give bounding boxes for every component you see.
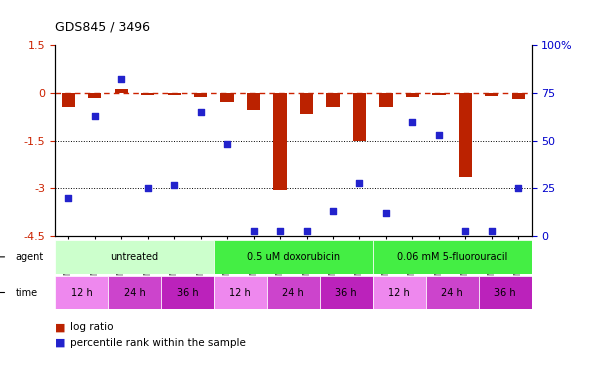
Text: time: time [15, 288, 37, 297]
Bar [55, 240, 214, 274]
Text: 36 h: 36 h [494, 288, 516, 297]
Bar [433, 93, 445, 95]
Point [143, 186, 153, 191]
Point [116, 76, 126, 82]
Bar [478, 276, 532, 309]
Bar [247, 93, 260, 110]
Text: 12 h: 12 h [71, 288, 92, 297]
Text: untreated: untreated [111, 252, 158, 262]
Point [513, 186, 523, 191]
Point [169, 182, 179, 188]
Text: 0.5 uM doxorubicin: 0.5 uM doxorubicin [247, 252, 340, 262]
Bar [459, 93, 472, 177]
Text: 24 h: 24 h [441, 288, 463, 297]
Point [461, 228, 470, 234]
Bar [353, 93, 366, 141]
Point [90, 113, 100, 119]
Bar [485, 93, 499, 96]
Bar [379, 93, 393, 107]
Bar [214, 240, 373, 274]
Bar [194, 93, 207, 97]
Bar [88, 93, 101, 98]
Text: 24 h: 24 h [282, 288, 304, 297]
Point [302, 228, 312, 234]
Bar [267, 276, 320, 309]
Bar [373, 276, 426, 309]
Text: 12 h: 12 h [389, 288, 410, 297]
Bar [512, 93, 525, 99]
Text: 12 h: 12 h [230, 288, 251, 297]
Bar [426, 276, 478, 309]
Bar [373, 240, 532, 274]
Text: ■: ■ [55, 338, 65, 348]
Text: 36 h: 36 h [177, 288, 198, 297]
Bar [274, 93, 287, 190]
Bar [320, 276, 373, 309]
Bar [300, 93, 313, 114]
Point [381, 210, 391, 216]
Point [408, 118, 417, 124]
Bar [221, 93, 234, 102]
Text: 24 h: 24 h [123, 288, 145, 297]
Text: GDS845 / 3496: GDS845 / 3496 [55, 21, 150, 34]
Text: ■: ■ [55, 322, 65, 333]
Point [434, 132, 444, 138]
Text: 36 h: 36 h [335, 288, 357, 297]
Point [64, 195, 73, 201]
Bar [406, 93, 419, 97]
Point [249, 228, 258, 234]
Point [196, 109, 205, 115]
Text: 0.06 mM 5-fluorouracil: 0.06 mM 5-fluorouracil [397, 252, 507, 262]
Bar [141, 93, 154, 95]
Bar [62, 93, 75, 107]
Text: percentile rank within the sample: percentile rank within the sample [70, 338, 246, 348]
Bar [108, 276, 161, 309]
Bar [115, 89, 128, 93]
Text: log ratio: log ratio [70, 322, 114, 333]
Point [328, 209, 338, 214]
Point [487, 228, 497, 234]
Text: agent: agent [15, 252, 43, 262]
Bar [55, 276, 108, 309]
Bar [167, 93, 181, 95]
Point [222, 141, 232, 147]
Point [275, 228, 285, 234]
Bar [326, 93, 340, 107]
Bar [161, 276, 214, 309]
Point [354, 180, 364, 186]
Bar [214, 276, 267, 309]
